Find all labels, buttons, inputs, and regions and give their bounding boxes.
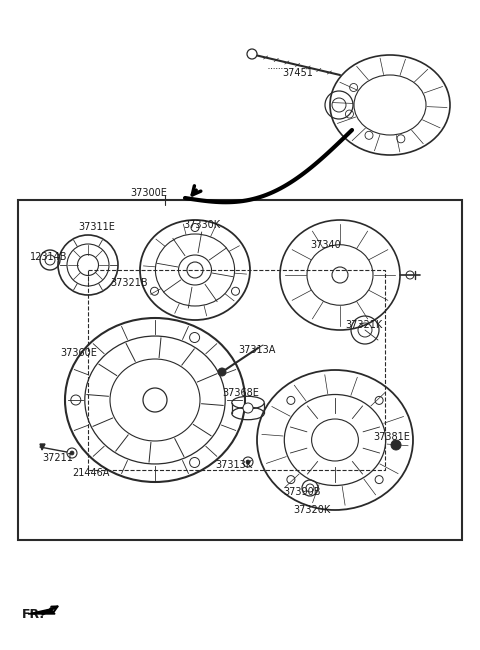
Text: 37313K: 37313K <box>215 460 252 470</box>
Text: 37368E: 37368E <box>222 388 259 398</box>
Text: 37381E: 37381E <box>373 432 410 442</box>
Text: 37211: 37211 <box>42 453 73 463</box>
Circle shape <box>246 460 250 464</box>
Text: 37321K: 37321K <box>345 320 382 330</box>
Polygon shape <box>28 608 55 614</box>
Circle shape <box>243 403 253 413</box>
Text: 37330K: 37330K <box>183 220 220 230</box>
Text: 21446A: 21446A <box>72 468 109 478</box>
Text: 37311E: 37311E <box>78 222 115 232</box>
Text: FR.: FR. <box>22 608 45 621</box>
Text: 37300E: 37300E <box>130 188 167 198</box>
Circle shape <box>218 368 226 376</box>
Circle shape <box>67 448 77 458</box>
Text: 37451: 37451 <box>282 68 313 78</box>
Bar <box>18 200 462 540</box>
Bar <box>88 270 385 470</box>
Text: 37320K: 37320K <box>293 505 330 515</box>
Text: 37360E: 37360E <box>60 348 97 358</box>
Text: 37313A: 37313A <box>238 345 276 355</box>
Circle shape <box>70 451 74 455</box>
Circle shape <box>247 49 257 59</box>
Text: 12314B: 12314B <box>30 252 68 262</box>
Circle shape <box>243 457 253 467</box>
Text: 37390B: 37390B <box>283 487 321 497</box>
Polygon shape <box>40 444 45 450</box>
Text: 37321B: 37321B <box>110 278 148 288</box>
Text: 37340: 37340 <box>310 240 341 250</box>
Circle shape <box>391 440 401 450</box>
